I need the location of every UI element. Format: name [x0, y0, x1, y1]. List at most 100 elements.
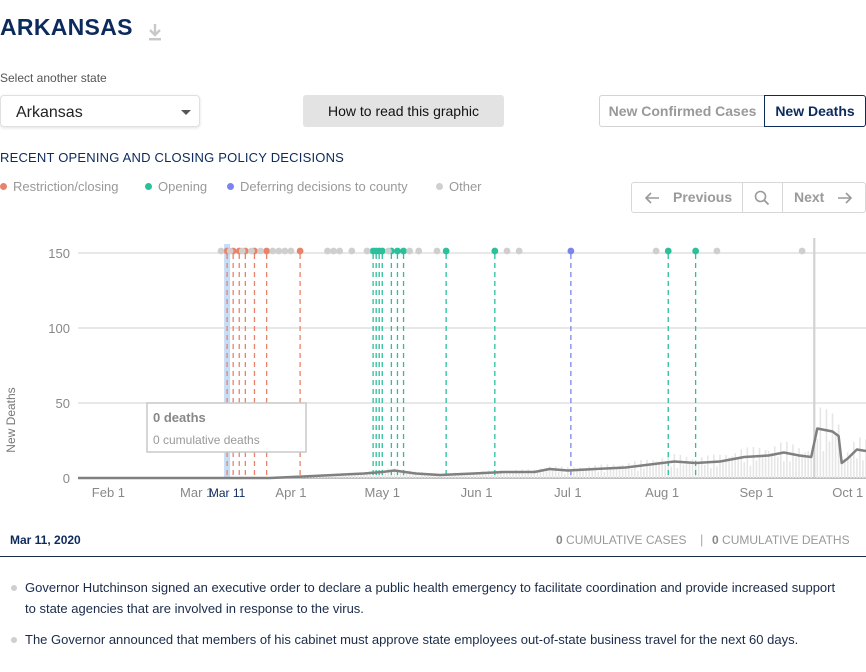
policy-event-dot[interactable] — [281, 247, 289, 255]
policy-event-dot[interactable] — [415, 247, 423, 255]
legend-label-restriction: Restriction/closing — [13, 179, 119, 194]
tooltip-value: 0 deaths — [153, 410, 206, 425]
x-tick-label: May 1 — [365, 485, 400, 500]
policy-event-dot[interactable] — [692, 247, 700, 255]
policy-item: Governor Hutchinson signed an executive … — [11, 577, 845, 619]
previous-label: Previous — [673, 189, 733, 205]
policy-event-dot[interactable] — [433, 247, 441, 255]
policy-event-lines — [226, 254, 697, 478]
y-tick-label: 50 — [56, 396, 70, 411]
policy-pager: Previous Next — [631, 182, 866, 213]
arrow-right-icon — [838, 192, 853, 204]
policy-event-dot[interactable] — [238, 247, 246, 255]
how-to-read-button[interactable]: How to read this graphic — [303, 95, 504, 127]
policy-event-dots[interactable] — [217, 247, 806, 255]
cumulative-cases-value: 0 — [556, 533, 563, 547]
toggle-new-deaths[interactable]: New Deaths — [764, 95, 866, 127]
legend-item-opening: Opening — [145, 179, 207, 194]
policy-event-dot[interactable] — [348, 247, 356, 255]
policy-event-dot[interactable] — [515, 247, 523, 255]
x-tick-label: Feb 1 — [92, 485, 125, 500]
y-tick-label: 150 — [48, 246, 70, 261]
cumulative-cases-label: CUMULATIVE CASES — [566, 533, 687, 547]
selected-date-bar: Mar 11, 2020 0 CUMULATIVE CASES | 0 CUMU… — [0, 524, 866, 557]
policy-event-dot[interactable] — [664, 247, 672, 255]
legend-label-other: Other — [449, 179, 482, 194]
policy-event-dot[interactable] — [394, 247, 401, 255]
legend-item-restriction: Restriction/closing — [0, 179, 119, 194]
policy-text: The Governor announced that members of h… — [25, 632, 799, 647]
policy-event-dot[interactable] — [269, 247, 277, 255]
state-select[interactable]: Arkansas — [0, 95, 200, 127]
cumulative-separator: | — [700, 532, 704, 547]
legend-item-county: Deferring decisions to county — [227, 179, 408, 194]
x-tick-label: Jun 1 — [461, 485, 493, 500]
daily-bars — [290, 238, 866, 478]
policy-event-dot[interactable] — [503, 247, 511, 255]
bullet-icon — [11, 637, 17, 643]
policy-event-dot[interactable] — [257, 247, 264, 255]
selected-date: Mar 11, 2020 — [10, 533, 81, 547]
x-tick-label: Mar 1 — [180, 485, 213, 500]
policy-event-dot[interactable] — [384, 247, 392, 255]
select-state-label: Select another state — [0, 71, 107, 85]
new-deaths-line — [78, 427, 866, 480]
bullet-icon — [11, 585, 17, 591]
x-axis-ticks: Feb 1 Mar 1 Apr 1 May 1 Jun 1 Jul 1 Aug 1 Sep 1… — [92, 485, 863, 500]
selected-date-tick-label: Mar 11 — [209, 486, 246, 500]
legend-label-county: Deferring decisions to county — [240, 179, 408, 194]
policy-event-dot[interactable] — [406, 247, 414, 255]
policy-event-dot[interactable] — [363, 247, 371, 255]
policy-event-dot[interactable] — [330, 247, 337, 255]
download-icon[interactable] — [146, 22, 164, 42]
policy-event-dot[interactable] — [713, 247, 721, 255]
new-deaths-chart[interactable]: 0 50 100 150 Feb 1 Mar 1 Apr 1 May 1 Jun 1 Jul 1… — [0, 230, 866, 520]
legend-dot-county — [227, 183, 234, 190]
legend-label-opening: Opening — [158, 179, 208, 194]
policy-event-dot[interactable] — [324, 247, 331, 255]
tooltip-cumulative: 0 cumulative deaths — [153, 433, 260, 447]
policy-event-dot[interactable] — [287, 247, 295, 255]
cumulative-deaths-value: 0 — [712, 533, 719, 547]
search-button[interactable] — [742, 183, 783, 212]
y-axis-label: New Deaths — [4, 387, 18, 452]
cumulative-deaths: 0 CUMULATIVE DEATHS — [712, 533, 850, 547]
y-tick-label: 0 — [63, 471, 70, 486]
policy-event-dot[interactable] — [442, 247, 450, 255]
policy-event-dot[interactable] — [217, 247, 225, 255]
policy-event-dot[interactable] — [378, 247, 386, 255]
policy-event-dot[interactable] — [400, 247, 407, 255]
policy-event-dot[interactable] — [652, 247, 660, 255]
legend-item-other: Other — [436, 179, 482, 194]
section-heading: RECENT OPENING AND CLOSING POLICY DECISI… — [0, 150, 345, 165]
y-axis-ticks: 0 50 100 150 — [48, 246, 70, 486]
x-tick-label: Oct 1 — [832, 485, 863, 500]
arrow-left-icon — [644, 192, 659, 204]
y-tick-label: 100 — [48, 321, 70, 336]
policy-event-dot[interactable] — [567, 247, 575, 255]
cumulative-cases: 0 CUMULATIVE CASES — [556, 533, 687, 547]
legend-dot-other — [436, 183, 443, 190]
legend-dot-restriction — [0, 183, 7, 190]
search-icon — [754, 190, 770, 206]
previous-button[interactable]: Previous — [632, 183, 743, 212]
policy-event-dot[interactable] — [263, 247, 271, 255]
next-label: Next — [794, 189, 825, 205]
selected-date-band — [224, 244, 231, 478]
legend-dot-opening — [145, 183, 152, 190]
policy-event-dot[interactable] — [226, 247, 234, 255]
next-button[interactable]: Next — [783, 183, 865, 212]
cumulative-deaths-label: CUMULATIVE DEATHS — [722, 533, 850, 547]
policy-event-dot[interactable] — [336, 247, 344, 255]
policy-event-dot[interactable] — [491, 247, 499, 255]
policy-event-dot[interactable] — [296, 247, 304, 255]
chevron-down-icon — [181, 110, 191, 115]
policy-event-dot[interactable] — [798, 247, 806, 255]
policy-item: The Governor announced that members of h… — [11, 629, 855, 650]
toggle-new-confirmed-cases[interactable]: New Confirmed Cases — [599, 95, 765, 127]
state-select-value: Arkansas — [16, 104, 83, 121]
policy-event-dot[interactable] — [275, 247, 283, 255]
state-title: ARKANSAS — [0, 14, 133, 40]
policy-event-dot[interactable] — [248, 247, 255, 255]
x-tick-label: Sep 1 — [739, 485, 773, 500]
